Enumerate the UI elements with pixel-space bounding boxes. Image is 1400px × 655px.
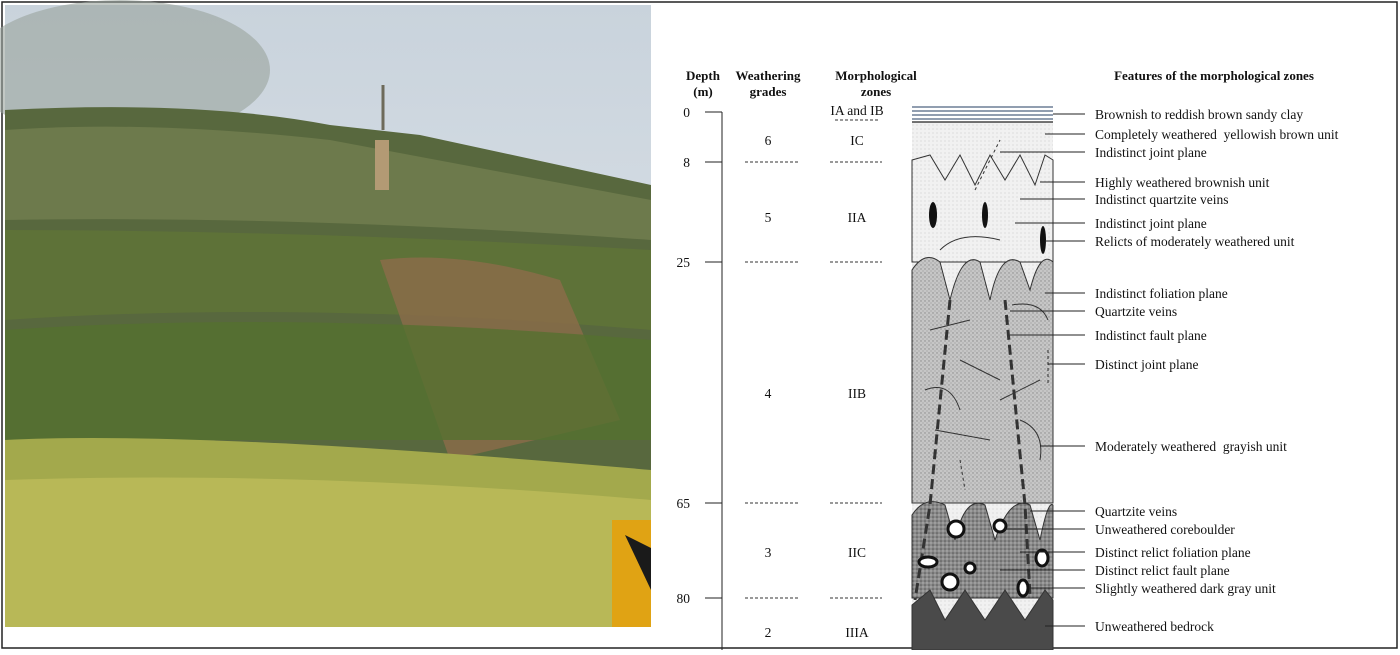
feature-label: Indistinct joint plane (1095, 216, 1207, 231)
feature-label: Slightly weathered dark gray unit (1095, 581, 1276, 596)
header: Morphological (835, 68, 917, 83)
feature-label: Unweathered coreboulder (1095, 522, 1235, 537)
zone: IIA (848, 210, 867, 225)
feature-label: Distinct joint plane (1095, 357, 1199, 372)
zone: IIIA (845, 625, 868, 640)
zone: IIB (848, 386, 866, 401)
feature-label: Completely weathered yellowish brown uni… (1095, 127, 1339, 142)
profile-column (912, 107, 1053, 650)
feature-label: Distinct relict foliation plane (1095, 545, 1251, 560)
grade: 4 (765, 386, 772, 401)
grade: 2 (765, 625, 772, 640)
feature-label: Indistinct foliation plane (1095, 286, 1228, 301)
figure: Depth(m) Weatheringgrades Morphologicalzon… (0, 0, 1400, 650)
feature-label: Indistinct joint plane (1095, 145, 1207, 160)
feature-label: Distinct relict fault plane (1095, 563, 1230, 578)
feature-label: Indistinct quartzite veins (1095, 192, 1228, 207)
grade: 5 (765, 210, 772, 225)
depth-label: 8 (683, 155, 690, 170)
feature-label: Unweathered bedrock (1095, 619, 1214, 634)
header: Weathering (736, 68, 801, 83)
zone: IC (850, 133, 864, 148)
zone: IIC (848, 545, 866, 560)
zone: IA and IB (830, 103, 883, 118)
photo (0, 0, 651, 627)
feature-label: Quartzite veins (1095, 504, 1177, 519)
grade: 3 (765, 545, 772, 560)
header: (m) (693, 84, 713, 99)
feature-label: Brownish to reddish brown sandy clay (1095, 107, 1303, 122)
feature-label: Moderately weathered grayish unit (1095, 439, 1287, 454)
depth-label: 80 (677, 591, 691, 606)
header: Depth (686, 68, 721, 83)
feature-label: Highly weathered brownish unit (1095, 175, 1270, 190)
feature-label: Quartzite veins (1095, 304, 1177, 319)
depth-label: 0 (683, 105, 690, 120)
header: grades (750, 84, 787, 99)
feature-label: Relicts of moderately weathered unit (1095, 234, 1295, 249)
depth-label: 65 (677, 496, 691, 511)
grade: 6 (765, 133, 772, 148)
feature-label: Indistinct fault plane (1095, 328, 1207, 343)
depth-label: 25 (677, 255, 691, 270)
header: Features of the morphological zones (1114, 68, 1314, 83)
header: zones (861, 84, 891, 99)
